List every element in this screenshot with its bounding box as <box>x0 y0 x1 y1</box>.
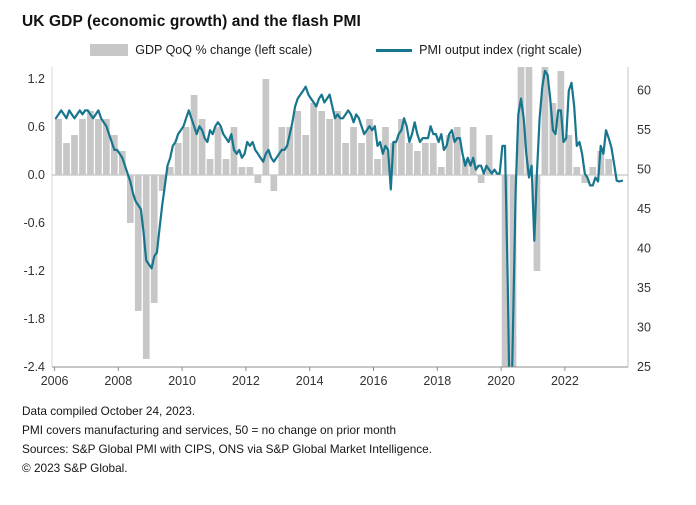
svg-text:1.2: 1.2 <box>28 72 45 86</box>
svg-text:2016: 2016 <box>360 374 388 388</box>
svg-text:-2.4: -2.4 <box>23 360 45 374</box>
svg-text:2018: 2018 <box>423 374 451 388</box>
legend-label-gdp: GDP QoQ % change (left scale) <box>135 43 313 57</box>
page-title: UK GDP (economic growth) and the flash P… <box>22 13 361 30</box>
svg-text:0.0: 0.0 <box>28 168 45 182</box>
svg-text:50: 50 <box>637 163 651 177</box>
svg-text:2014: 2014 <box>296 374 324 388</box>
svg-text:2006: 2006 <box>41 374 69 388</box>
svg-text:40: 40 <box>637 242 651 256</box>
svg-text:-1.2: -1.2 <box>23 264 45 278</box>
svg-text:2020: 2020 <box>487 374 515 388</box>
svg-text:-1.8: -1.8 <box>23 312 45 326</box>
footnote-pmi-coverage: PMI covers manufacturing and services, 5… <box>22 422 397 437</box>
svg-text:-0.6: -0.6 <box>23 216 45 230</box>
legend-label-pmi: PMI output index (right scale) <box>419 43 582 57</box>
footnote-sources: Sources: S&P Global PMI with CIPS, ONS v… <box>22 441 433 456</box>
footnote-copyright: © 2023 S&P Global. <box>22 460 128 475</box>
legend-item-gdp: GDP QoQ % change (left scale) <box>90 43 312 57</box>
svg-text:45: 45 <box>637 202 651 216</box>
footnotes: Data compiled October 24, 2023. PMI cove… <box>0 396 696 478</box>
legend: GDP QoQ % change (left scale) PMI output… <box>0 37 672 59</box>
chart-area: 1.2 0.6 0.0 -0.6 -1.2 -1.8 -2.4 60 55 50 45 40 35 30 2… <box>0 59 696 396</box>
svg-text:2010: 2010 <box>168 374 196 388</box>
svg-text:30: 30 <box>637 321 651 335</box>
gdp-bar-swatch-icon <box>90 44 129 56</box>
svg-text:2008: 2008 <box>104 374 132 388</box>
gdp-pmi-combo-chart: 1.2 0.6 0.0 -0.6 -1.2 -1.8 -2.4 60 55 50 45 40 35 30 2… <box>23 67 651 388</box>
svg-text:55: 55 <box>637 123 651 137</box>
svg-text:35: 35 <box>637 281 651 295</box>
svg-text:25: 25 <box>637 360 651 374</box>
legend-item-pmi: PMI output index (right scale) <box>376 43 582 57</box>
footnote-compiled-date: Data compiled October 24, 2023. <box>22 404 196 418</box>
svg-text:60: 60 <box>637 84 651 98</box>
svg-text:2012: 2012 <box>232 374 260 388</box>
svg-text:2022: 2022 <box>551 374 579 388</box>
svg-text:0.6: 0.6 <box>28 120 45 134</box>
pmi-line-swatch-icon <box>376 48 413 52</box>
